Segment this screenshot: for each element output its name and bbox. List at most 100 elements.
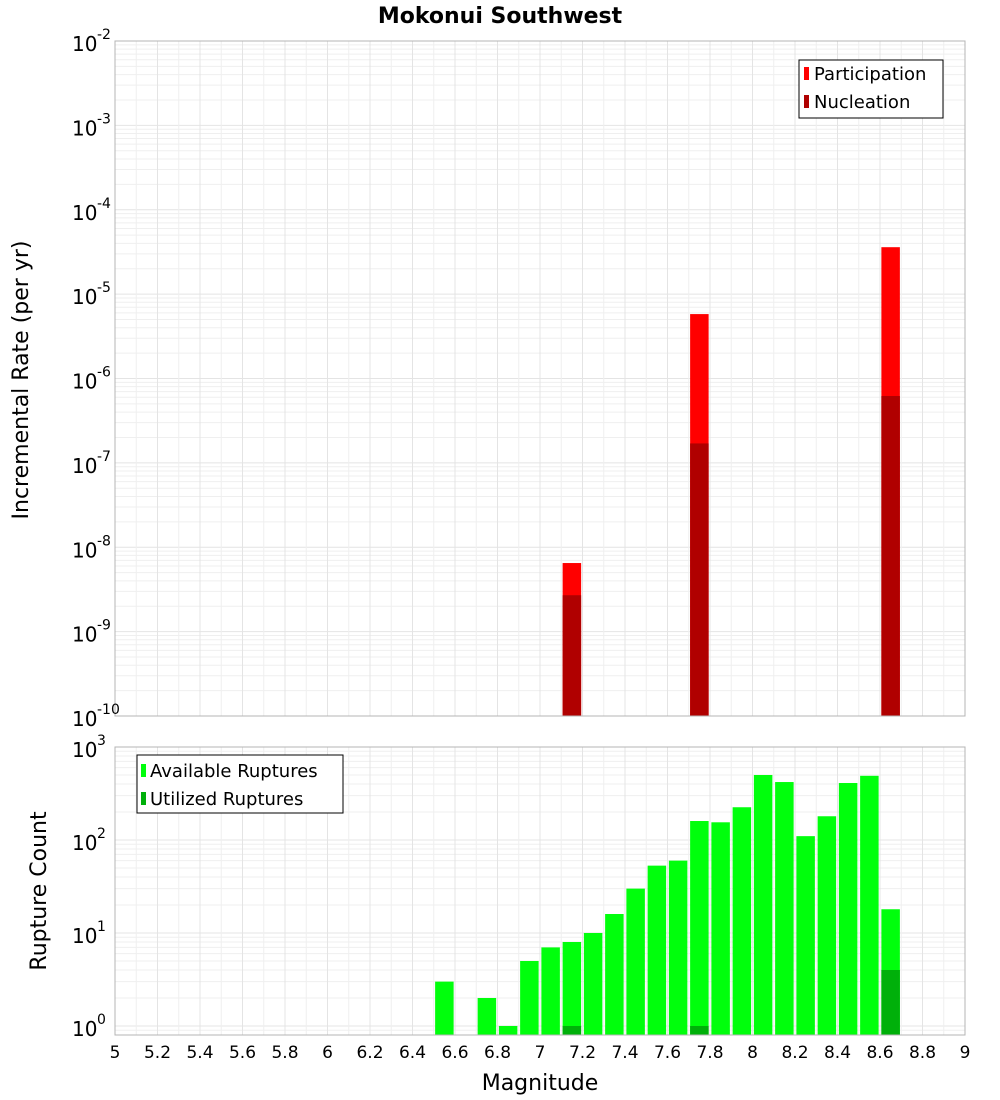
count-bar-available-ruptures	[838, 783, 858, 1035]
legend-swatch-utilized	[141, 792, 146, 805]
x-tick-label: 5	[110, 1043, 121, 1063]
x-tick-label: 7.4	[611, 1043, 638, 1063]
count-bar-available-ruptures	[605, 914, 624, 1035]
x-tick-label: 6.6	[441, 1043, 468, 1063]
count-bar-utilized-ruptures	[690, 1025, 709, 1035]
x-tick-label: 5.8	[271, 1043, 298, 1063]
rate-y-tick-base: 10	[72, 116, 97, 140]
x-tick-label: 6	[322, 1043, 333, 1063]
rate-y-tick-exponent: -2	[97, 27, 111, 43]
count-bar-available-ruptures	[668, 860, 688, 1035]
rate-y-tick-base: 10	[72, 454, 97, 478]
count-bar-available-ruptures	[626, 888, 645, 1035]
count-legend: Available Ruptures Utilized Ruptures	[136, 754, 344, 814]
legend-label-utilized: Utilized Ruptures	[150, 789, 303, 810]
legend-label-participation: Participation	[814, 64, 926, 85]
count-y-tick-base: 10	[72, 1017, 97, 1041]
count-y-tick-base: 10	[72, 831, 97, 855]
x-tick-label: 6.4	[399, 1043, 426, 1063]
count-bar-available-ruptures	[817, 816, 837, 1035]
rate-y-tick-exponent: -7	[97, 449, 111, 465]
rate-bar-nucleation	[562, 595, 582, 716]
rate-legend: Participation Nucleation	[798, 59, 944, 119]
rate-legend-box	[798, 59, 944, 119]
count-y-tick-base: 10	[72, 924, 97, 948]
x-axis-label: Magnitude	[482, 1071, 599, 1096]
rate-y-tick-base: 10	[72, 201, 97, 225]
count-bar-utilized-ruptures	[562, 1025, 582, 1035]
count-y-tick: 10 0	[72, 1012, 106, 1041]
x-tick-label: 7.2	[569, 1043, 596, 1063]
count-bar-available-ruptures	[562, 942, 582, 1035]
count-bar-available-ruptures	[520, 960, 539, 1035]
x-tick-label: 8.2	[781, 1043, 808, 1063]
count-y-tick-exponent: 2	[97, 826, 106, 842]
rate-y-tick-exponent: -5	[97, 280, 111, 296]
count-bars	[435, 774, 900, 1035]
rate-y-tick-exponent: -4	[97, 196, 111, 212]
rate-y-tick: 10 -3	[72, 111, 111, 140]
rate-y-tick-exponent: -8	[97, 533, 111, 549]
count-x-ticks: 5 5.2 5.4 5.6 5.8 6 6.2 6.4 6.6 6.8 7 7.2 7.4 7.6 7.8 8…	[110, 1043, 971, 1063]
rate-y-tick: 10 -9	[72, 618, 111, 647]
x-tick-label: 8.8	[909, 1043, 936, 1063]
rate-y-tick: 10 -7	[72, 449, 111, 478]
rate-y-tick: 10 -2	[72, 27, 111, 56]
count-y-tick-exponent: 1	[97, 919, 106, 935]
rate-y-axis-label: Incremental Rate (per yr)	[9, 241, 34, 520]
rate-grid	[114, 40, 966, 717]
x-tick-label: 6.8	[484, 1043, 511, 1063]
legend-label-nucleation: Nucleation	[814, 92, 910, 113]
count-y-tick: 10 1	[72, 919, 106, 948]
rate-y-tick: 10 -5	[72, 280, 111, 309]
count-bar-available-ruptures	[732, 807, 752, 1035]
count-bar-available-ruptures	[711, 822, 730, 1035]
x-tick-label: 5.4	[186, 1043, 213, 1063]
x-tick-label: 5.2	[144, 1043, 171, 1063]
x-tick-label: 7.8	[696, 1043, 723, 1063]
x-tick-label: 8	[747, 1043, 758, 1063]
x-tick-label: 8.4	[824, 1043, 851, 1063]
count-bar-utilized-ruptures	[881, 969, 900, 1035]
count-bar-available-ruptures	[477, 997, 497, 1035]
count-y-axis-label: Rupture Count	[27, 811, 52, 971]
rate-y-tick-exponent: -6	[97, 365, 111, 381]
rate-y-tick-exponent: -3	[97, 111, 111, 127]
count-legend-box	[136, 754, 344, 814]
legend-label-available: Available Ruptures	[150, 761, 318, 782]
count-y-tick-exponent: 0	[97, 1012, 106, 1028]
legend-swatch-available	[141, 764, 146, 777]
rate-y-tick: 10 -6	[72, 365, 111, 394]
x-tick-label: 5.6	[229, 1043, 256, 1063]
legend-swatch-participation	[804, 67, 809, 80]
chart-title: Mokonui Southwest	[378, 4, 623, 29]
rate-y-tick: 10 -10	[72, 702, 120, 731]
count-bar-available-ruptures	[690, 821, 709, 1035]
count-bar-available-ruptures	[583, 932, 603, 1035]
rate-y-tick-exponent: -10	[97, 702, 120, 718]
count-bar-available-ruptures	[435, 981, 454, 1035]
count-bar-available-ruptures	[541, 947, 560, 1035]
x-tick-label: 7.6	[654, 1043, 681, 1063]
count-bar-available-ruptures	[498, 1025, 518, 1035]
rate-y-tick: 10 -4	[72, 196, 111, 225]
rate-y-tick-base: 10	[72, 623, 97, 647]
rate-bars	[562, 247, 900, 716]
rate-y-tick-base: 10	[72, 32, 97, 56]
count-bar-available-ruptures	[860, 775, 879, 1035]
x-tick-label: 6.2	[356, 1043, 383, 1063]
rate-y-tick-base: 10	[72, 370, 97, 394]
count-bar-available-ruptures	[775, 782, 794, 1035]
count-y-tick: 10 3	[72, 733, 106, 762]
x-tick-label: 8.6	[866, 1043, 893, 1063]
count-bar-available-ruptures	[796, 836, 815, 1035]
count-y-tick-base: 10	[72, 738, 97, 762]
rate-y-tick-base: 10	[72, 285, 97, 309]
legend-swatch-nucleation	[804, 95, 809, 108]
count-bar-available-ruptures	[647, 865, 667, 1035]
